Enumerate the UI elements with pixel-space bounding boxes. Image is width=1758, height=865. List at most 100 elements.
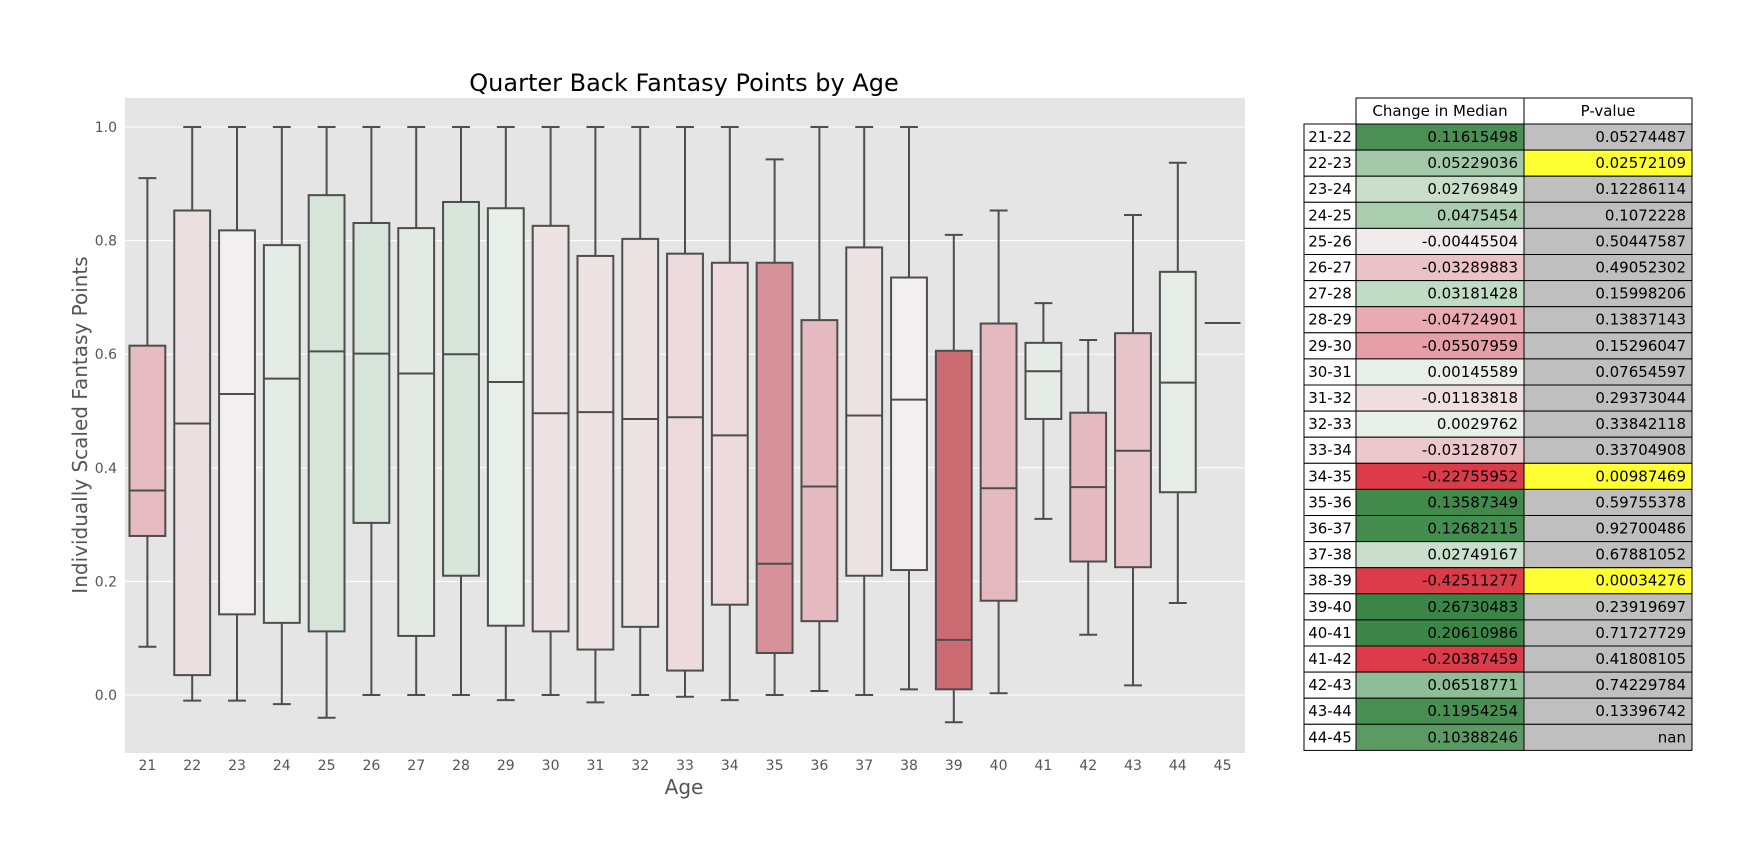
change-value: -0.03128707 (1422, 441, 1518, 459)
box-iqr (1024, 341, 1063, 420)
table-row: 33-34 -0.03128707 0.33704908 (1303, 436, 1693, 464)
table-row: 44-45 0.10388246 nan (1303, 723, 1693, 751)
row-label-cell (1303, 697, 1357, 725)
box-iqr (397, 227, 436, 637)
pvalue-cell (1523, 175, 1693, 203)
x-tick-label: 42 (1079, 758, 1097, 774)
change-value: 0.00145589 (1427, 363, 1518, 381)
change-cell (1355, 515, 1525, 543)
change-cell (1355, 149, 1525, 177)
x-axis-ticks: 21 22 23 24 25 26 27 28 29 30 31 32 33 34 35 36 37 38 39 40… (138, 758, 1231, 774)
x-tick-label: 32 (631, 758, 649, 774)
table-row: 35-36 0.13587349 0.59755378 (1303, 488, 1693, 516)
box-age-26 (352, 126, 391, 696)
box-age-28 (442, 126, 480, 696)
x-tick-label: 45 (1214, 758, 1232, 774)
box-iqr (845, 246, 884, 577)
table-row: 28-29 -0.04724901 0.13837143 (1303, 306, 1693, 334)
table-row: 29-30 -0.05507959 0.15296047 (1303, 332, 1693, 360)
x-tick-label: 33 (676, 758, 694, 774)
box-age-24 (262, 126, 301, 706)
box-age-30 (531, 126, 570, 696)
box-iqr (218, 229, 256, 616)
table-header-cell (1523, 97, 1693, 125)
box-iqr (755, 261, 794, 654)
pvalue-value: 0.07654597 (1595, 363, 1686, 381)
table-header-change: Change in Median (1372, 102, 1507, 120)
pvalue-value: 0.59755378 (1595, 493, 1686, 511)
x-tick-label: 31 (586, 758, 604, 774)
change-cell (1355, 619, 1525, 647)
change-cell (1355, 332, 1525, 360)
row-label: 27-28 (1308, 285, 1352, 303)
pvalue-cell (1523, 384, 1693, 412)
change-cell (1355, 280, 1525, 308)
box-age-43 (1114, 214, 1152, 687)
change-value: -0.22755952 (1422, 467, 1518, 485)
change-value: 0.11615498 (1427, 128, 1518, 146)
x-tick-label: 24 (273, 758, 291, 774)
change-cell (1355, 671, 1525, 699)
y-tick-label: 1.0 (95, 120, 117, 136)
change-value: 0.11954254 (1427, 702, 1518, 720)
box-age-21 (128, 177, 167, 648)
x-tick-label: 25 (318, 758, 336, 774)
table-row: 43-44 0.11954254 0.13396742 (1303, 697, 1693, 725)
change-cell (1355, 488, 1525, 516)
change-value: -0.03289883 (1422, 259, 1518, 277)
row-label: 22-23 (1308, 154, 1352, 172)
pvalue-value: 0.15998206 (1595, 285, 1686, 303)
table-row: 42-43 0.06518771 0.74229784 (1303, 671, 1693, 699)
row-label-cell (1303, 462, 1357, 490)
row-label: 26-27 (1308, 259, 1352, 277)
box-age-38 (890, 126, 928, 691)
x-tick-label: 36 (810, 758, 828, 774)
row-label: 33-34 (1308, 441, 1352, 459)
pvalue-cell (1523, 201, 1693, 229)
box-iqr (128, 344, 167, 537)
change-value: 0.02749167 (1427, 546, 1518, 564)
x-tick-label: 37 (855, 758, 873, 774)
box-iqr (890, 276, 928, 572)
table-row: 40-41 0.20610986 0.71727729 (1303, 619, 1693, 647)
change-cell (1355, 358, 1525, 386)
box-age-39 (934, 233, 973, 724)
row-label-cell (1303, 358, 1357, 386)
box-age-35 (755, 158, 794, 696)
box-age-36 (800, 126, 839, 693)
change-value: -0.42511277 (1422, 572, 1518, 590)
pvalue-cell (1523, 488, 1693, 516)
change-cell (1355, 175, 1525, 203)
table-row: 39-40 0.26730483 0.23919697 (1303, 593, 1693, 621)
pvalue-value: 0.49052302 (1595, 259, 1686, 277)
pvalue-value: 0.1072228 (1605, 206, 1686, 224)
pvalue-value: 0.15296047 (1595, 337, 1686, 355)
box-age-31 (576, 126, 615, 704)
box-age-34 (710, 126, 749, 702)
pvalue-value: 0.29373044 (1595, 389, 1686, 407)
row-label-cell (1303, 541, 1357, 569)
pvalue-cell (1523, 697, 1693, 725)
row-label-cell (1303, 723, 1357, 751)
row-label-cell (1303, 488, 1357, 516)
row-label-cell (1303, 280, 1357, 308)
y-tick-label: 0.4 (95, 461, 117, 477)
change-value: 0.0475454 (1437, 206, 1518, 224)
pvalue-value: 0.12286114 (1595, 180, 1686, 198)
box-age-40 (979, 209, 1018, 695)
box-age-29 (486, 126, 525, 702)
pvalue-value: 0.00987469 (1595, 467, 1686, 485)
pvalue-value: 0.92700486 (1595, 520, 1686, 538)
pvalue-cell (1523, 593, 1693, 621)
change-value: 0.10388246 (1427, 728, 1518, 746)
table-row: 37-38 0.02749167 0.67881052 (1303, 541, 1693, 569)
box-iqr (262, 244, 301, 624)
x-tick-label: 39 (945, 758, 963, 774)
box-iqr (979, 322, 1018, 602)
pvalue-cell (1523, 123, 1693, 151)
x-tick-label: 26 (362, 758, 380, 774)
pvalue-cell (1523, 723, 1693, 751)
pvalue-cell (1523, 462, 1693, 490)
pvalue-cell (1523, 671, 1693, 699)
